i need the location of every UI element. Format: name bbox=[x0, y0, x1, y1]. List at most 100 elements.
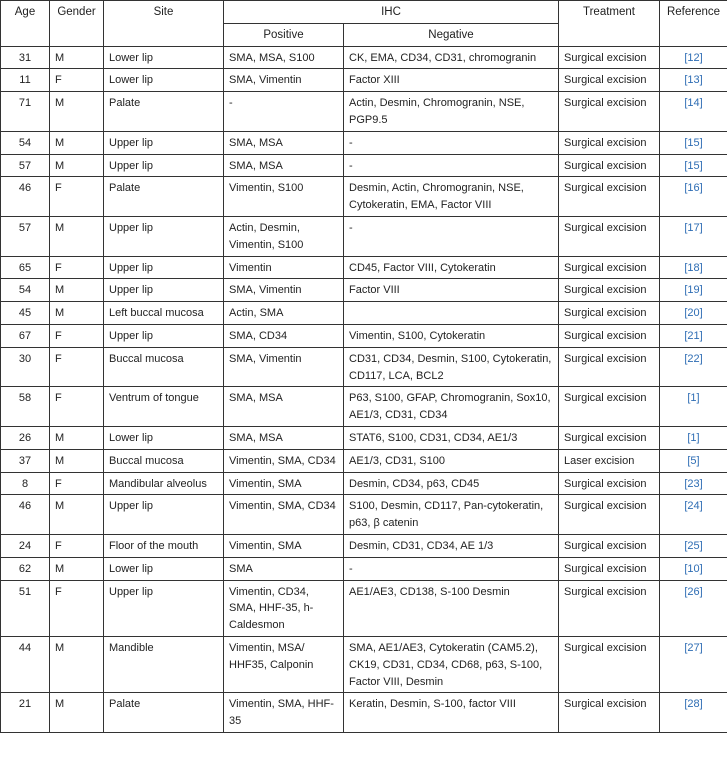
cell-negative: STAT6, S100, CD31, CD34, AE1/3 bbox=[343, 425, 559, 450]
cell-reference[interactable]: [1] bbox=[659, 425, 727, 450]
cell-treatment: Surgical excision bbox=[558, 255, 660, 280]
cell-site: Buccal mucosa bbox=[103, 448, 224, 473]
cell-reference[interactable]: [20] bbox=[659, 301, 727, 325]
cell-positive: SMA, MSA, S100 bbox=[223, 45, 344, 70]
cell-negative: AE1/AE3, CD138, S-100 Desmin bbox=[343, 579, 559, 637]
header-gender: Gender bbox=[49, 0, 104, 47]
cell-age: 57 bbox=[0, 215, 50, 257]
cell-negative: Vimentin, S100, Cytokeratin bbox=[343, 323, 559, 348]
cell-reference[interactable]: [22] bbox=[659, 346, 727, 388]
cell-treatment: Surgical excision bbox=[558, 68, 660, 93]
cell-positive: SMA, MSA bbox=[223, 153, 344, 178]
cell-positive: Vimentin, CD34, SMA, HHF-35, h-Caldesmon bbox=[223, 579, 344, 637]
header-positive: Positive bbox=[223, 22, 344, 47]
cell-age: 37 bbox=[0, 448, 50, 473]
cell-reference[interactable]: [12] bbox=[659, 45, 727, 70]
table-row: 54 M Upper lip SMA, Vimentin Factor VIII Surg… bbox=[0, 278, 727, 303]
cell-positive: - bbox=[223, 91, 344, 132]
cell-treatment: Surgical excision bbox=[558, 635, 660, 694]
cell-age: 21 bbox=[0, 692, 50, 733]
cell-reference[interactable]: [13] bbox=[659, 68, 727, 93]
cell-site: Upper lip bbox=[103, 323, 224, 348]
cell-site: Upper lip bbox=[103, 579, 224, 637]
cell-reference[interactable]: [15] bbox=[659, 153, 727, 178]
header-ihc: IHC bbox=[223, 0, 559, 24]
cell-positive: SMA, MSA bbox=[223, 386, 344, 427]
cell-site: Palate bbox=[103, 176, 224, 217]
cell-reference[interactable]: [23] bbox=[659, 471, 727, 496]
cell-gender: F bbox=[49, 533, 104, 558]
cell-treatment: Surgical excision bbox=[558, 471, 660, 496]
cell-negative: Desmin, Actin, Chromogranin, NSE, Cytoke… bbox=[343, 176, 559, 217]
cell-gender: M bbox=[49, 215, 104, 257]
cell-age: 44 bbox=[0, 635, 50, 694]
cell-reference[interactable]: [27] bbox=[659, 635, 727, 694]
cell-negative: SMA, AE1/AE3, Cytokeratin (CAM5.2), CK19… bbox=[343, 635, 559, 694]
cell-site: Floor of the mouth bbox=[103, 533, 224, 558]
cell-gender: F bbox=[49, 255, 104, 280]
header-negative: Negative bbox=[343, 22, 559, 47]
table-row: 62 M Lower lip SMA - Surgical excision [10] bbox=[0, 556, 727, 581]
cell-treatment: Surgical excision bbox=[558, 153, 660, 178]
cell-negative: Factor VIII bbox=[343, 278, 559, 303]
cell-gender: F bbox=[49, 346, 104, 388]
cell-treatment: Surgical excision bbox=[558, 494, 660, 535]
cell-age: 11 bbox=[0, 68, 50, 93]
cell-site: Mandibular alveolus bbox=[103, 471, 224, 496]
cell-reference[interactable]: [19] bbox=[659, 278, 727, 303]
cell-treatment: Surgical excision bbox=[558, 176, 660, 217]
cell-site: Upper lip bbox=[103, 215, 224, 257]
cell-site: Upper lip bbox=[103, 130, 224, 155]
cell-reference[interactable]: [16] bbox=[659, 176, 727, 217]
cell-gender: M bbox=[49, 635, 104, 694]
cell-treatment: Surgical excision bbox=[558, 323, 660, 348]
cell-treatment: Surgical excision bbox=[558, 130, 660, 155]
cell-site: Lower lip bbox=[103, 68, 224, 93]
cell-age: 46 bbox=[0, 176, 50, 217]
cell-gender: F bbox=[49, 176, 104, 217]
cell-reference[interactable]: [26] bbox=[659, 579, 727, 637]
cell-positive: Vimentin, MSA/ HHF35, Calponin bbox=[223, 635, 344, 694]
cell-reference[interactable]: [28] bbox=[659, 692, 727, 733]
cell-reference[interactable]: [14] bbox=[659, 91, 727, 132]
cell-reference[interactable]: [15] bbox=[659, 130, 727, 155]
cell-reference[interactable]: [24] bbox=[659, 494, 727, 535]
cell-treatment: Surgical excision bbox=[558, 533, 660, 558]
case-table: Age Gender Site IHC Treatment Reference … bbox=[0, 0, 727, 733]
cell-positive: Actin, Desmin, Vimentin, S100 bbox=[223, 215, 344, 257]
cell-treatment: Surgical excision bbox=[558, 346, 660, 388]
cell-gender: M bbox=[49, 425, 104, 450]
cell-reference[interactable]: [25] bbox=[659, 533, 727, 558]
cell-reference[interactable]: [17] bbox=[659, 215, 727, 257]
cell-treatment: Surgical excision bbox=[558, 425, 660, 450]
cell-site: Upper lip bbox=[103, 255, 224, 280]
table-row: 46 F Palate Vimentin, S100 Desmin, Actin, Ch… bbox=[0, 176, 727, 217]
cell-age: 51 bbox=[0, 579, 50, 637]
cell-site: Upper lip bbox=[103, 278, 224, 303]
cell-treatment: Surgical excision bbox=[558, 692, 660, 733]
cell-reference[interactable]: [21] bbox=[659, 323, 727, 348]
cell-positive: SMA, MSA bbox=[223, 425, 344, 450]
cell-age: 58 bbox=[0, 386, 50, 427]
cell-reference[interactable]: [10] bbox=[659, 556, 727, 581]
cell-negative: Keratin, Desmin, S-100, factor VIII bbox=[343, 692, 559, 733]
cell-reference[interactable]: [1] bbox=[659, 386, 727, 427]
cell-age: 45 bbox=[0, 301, 50, 325]
cell-treatment: Surgical excision bbox=[558, 215, 660, 257]
cell-positive: Vimentin, SMA, CD34 bbox=[223, 494, 344, 535]
table-row: 46 M Upper lip Vimentin, SMA, CD34 S100, Des… bbox=[0, 494, 727, 535]
cell-age: 71 bbox=[0, 91, 50, 132]
table-row: 45 M Left buccal mucosa Actin, SMA Surgical … bbox=[0, 301, 727, 325]
cell-site: Left buccal mucosa bbox=[103, 301, 224, 325]
cell-gender: M bbox=[49, 45, 104, 70]
cell-age: 26 bbox=[0, 425, 50, 450]
table-row: 58 F Ventrum of tongue SMA, MSA P63, S100, G… bbox=[0, 386, 727, 427]
table-row: 57 M Upper lip SMA, MSA - Surgical excision [1… bbox=[0, 153, 727, 178]
cell-reference[interactable]: [18] bbox=[659, 255, 727, 280]
cell-age: 31 bbox=[0, 45, 50, 70]
cell-site: Lower lip bbox=[103, 45, 224, 70]
cell-site: Ventrum of tongue bbox=[103, 386, 224, 427]
cell-reference[interactable]: [5] bbox=[659, 448, 727, 473]
table-row: 21 M Palate Vimentin, SMA, HHF-35 Keratin, D… bbox=[0, 692, 727, 733]
cell-negative: CD31, CD34, Desmin, S100, Cytokeratin, C… bbox=[343, 346, 559, 388]
